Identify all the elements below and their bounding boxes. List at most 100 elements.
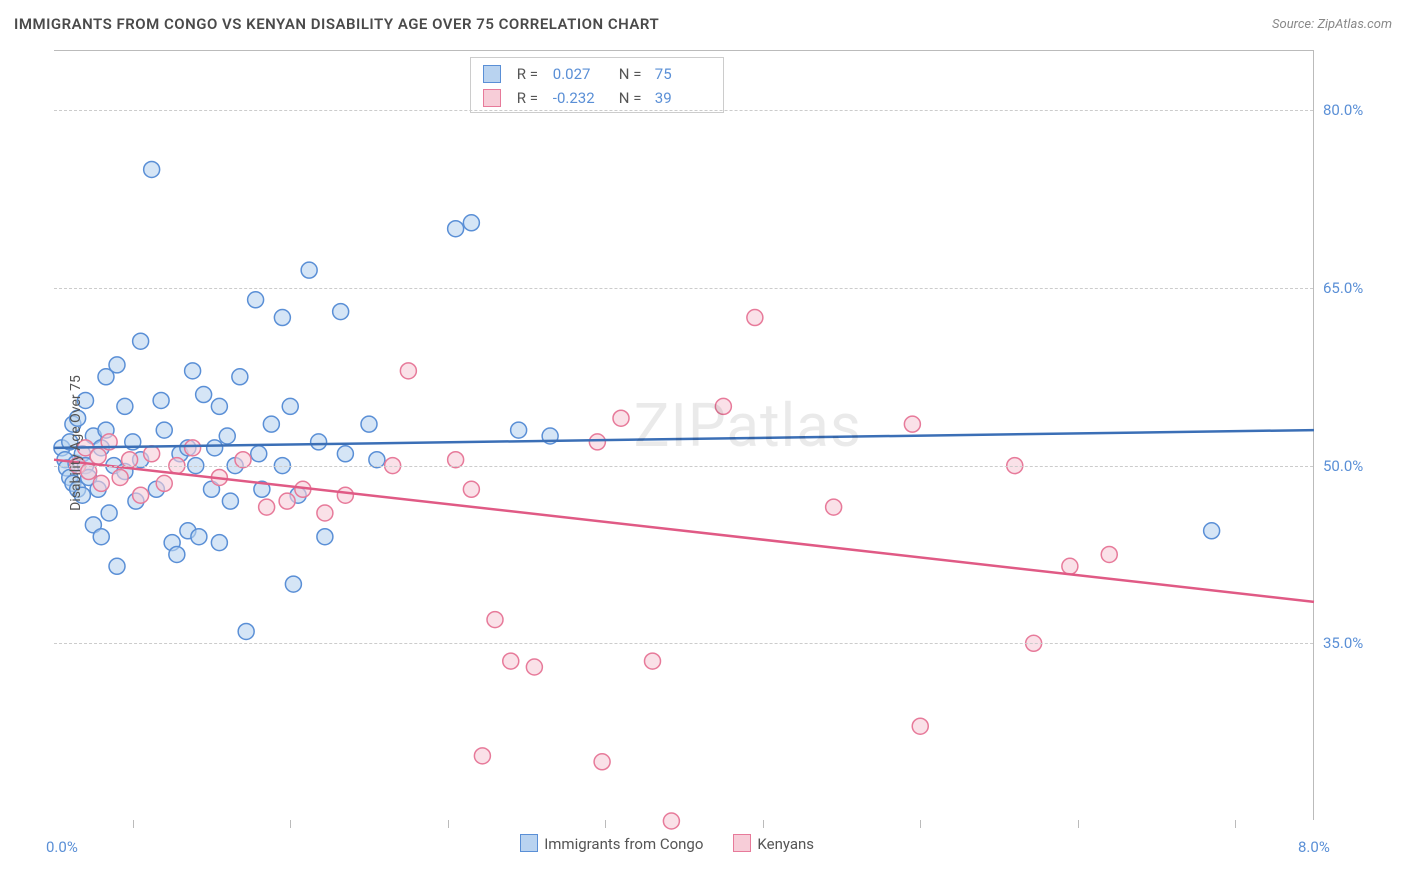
x-tick — [1235, 820, 1236, 828]
data-point — [474, 748, 490, 764]
chart-svg — [54, 51, 1314, 821]
legend-item: Immigrants from Congo — [520, 834, 703, 853]
data-point — [361, 416, 377, 432]
legend-swatch — [733, 834, 751, 852]
data-point — [251, 446, 267, 462]
data-point — [196, 387, 212, 403]
r-label: R = — [517, 65, 543, 83]
gridline — [54, 466, 1313, 467]
data-point — [594, 754, 610, 770]
data-point — [232, 369, 248, 385]
gridline — [54, 110, 1313, 111]
gridline — [54, 288, 1313, 289]
data-point — [169, 546, 185, 562]
legend-label: Immigrants from Congo — [544, 835, 703, 853]
x-max-label: 8.0% — [1298, 838, 1330, 856]
source-value: ZipAtlas.com — [1317, 17, 1392, 32]
data-point — [211, 398, 227, 414]
data-point — [156, 475, 172, 491]
x-tick — [448, 820, 449, 828]
data-point — [904, 416, 920, 432]
data-point — [301, 262, 317, 278]
n-label: N = — [619, 65, 645, 83]
data-point — [645, 653, 661, 669]
data-point — [912, 718, 928, 734]
data-point — [747, 310, 763, 326]
y-tick-label: 35.0% — [1323, 634, 1383, 652]
x-tick — [920, 820, 921, 828]
data-point — [337, 446, 353, 462]
n-value: 75 — [655, 65, 711, 83]
data-point — [333, 304, 349, 320]
data-point — [1062, 558, 1078, 574]
data-point — [511, 422, 527, 438]
data-point — [259, 499, 275, 515]
legend-label: Kenyans — [757, 835, 814, 853]
data-point — [317, 505, 333, 521]
data-point — [663, 813, 679, 829]
n-label: N = — [619, 89, 645, 107]
chart-header: IMMIGRANTS FROM CONGO VS KENYAN DISABILI… — [0, 0, 1406, 40]
r-value: 0.027 — [553, 65, 609, 83]
data-point — [219, 428, 235, 444]
n-value: 39 — [655, 89, 711, 107]
data-point — [526, 659, 542, 675]
trend-line — [54, 460, 1314, 602]
data-point — [144, 446, 160, 462]
stats-legend: R =0.027N =75R =-0.232N =39 — [470, 57, 724, 113]
data-point — [117, 398, 133, 414]
data-point — [503, 653, 519, 669]
data-point — [400, 363, 416, 379]
data-point — [185, 440, 201, 456]
x-tick — [290, 820, 291, 828]
data-point — [589, 434, 605, 450]
chart-title: IMMIGRANTS FROM CONGO VS KENYAN DISABILI… — [14, 15, 659, 33]
data-point — [317, 529, 333, 545]
data-point — [311, 434, 327, 450]
data-point — [222, 493, 238, 509]
source-attribution: Source: ZipAtlas.com — [1272, 17, 1392, 32]
x-min-label: 0.0% — [46, 838, 78, 856]
x-tick — [763, 820, 764, 828]
series-legend: Immigrants from Congo Kenyans — [520, 834, 814, 853]
data-point — [263, 416, 279, 432]
r-value: -0.232 — [553, 89, 609, 107]
data-point — [715, 398, 731, 414]
y-tick-label: 50.0% — [1323, 457, 1383, 475]
legend-swatch — [483, 89, 501, 107]
data-point — [1204, 523, 1220, 539]
data-point — [156, 422, 172, 438]
data-point — [826, 499, 842, 515]
data-point — [109, 357, 125, 373]
data-point — [285, 576, 301, 592]
data-point — [133, 487, 149, 503]
x-tick — [1078, 820, 1079, 828]
data-point — [109, 558, 125, 574]
data-point — [93, 529, 109, 545]
data-point — [93, 475, 109, 491]
data-point — [282, 398, 298, 414]
data-point — [112, 469, 128, 485]
data-point — [185, 363, 201, 379]
source-label: Source: — [1272, 17, 1314, 32]
x-tick — [605, 820, 606, 828]
stats-legend-row: R =-0.232N =39 — [483, 86, 711, 110]
legend-item: Kenyans — [733, 834, 814, 853]
gridline — [54, 643, 1313, 644]
data-point — [337, 487, 353, 503]
y-tick-label: 65.0% — [1323, 279, 1383, 297]
legend-swatch — [483, 65, 501, 83]
data-point — [101, 505, 117, 521]
data-point — [274, 310, 290, 326]
y-tick-label: 80.0% — [1323, 101, 1383, 119]
data-point — [153, 392, 169, 408]
plot-area: ZIPatlas R =0.027N =75R =-0.232N =39 80.… — [54, 50, 1314, 820]
data-point — [463, 215, 479, 231]
data-point — [463, 481, 479, 497]
data-point — [207, 440, 223, 456]
x-tick — [133, 820, 134, 828]
data-point — [144, 161, 160, 177]
data-point — [487, 612, 503, 628]
data-point — [1101, 546, 1117, 562]
data-point — [238, 623, 254, 639]
